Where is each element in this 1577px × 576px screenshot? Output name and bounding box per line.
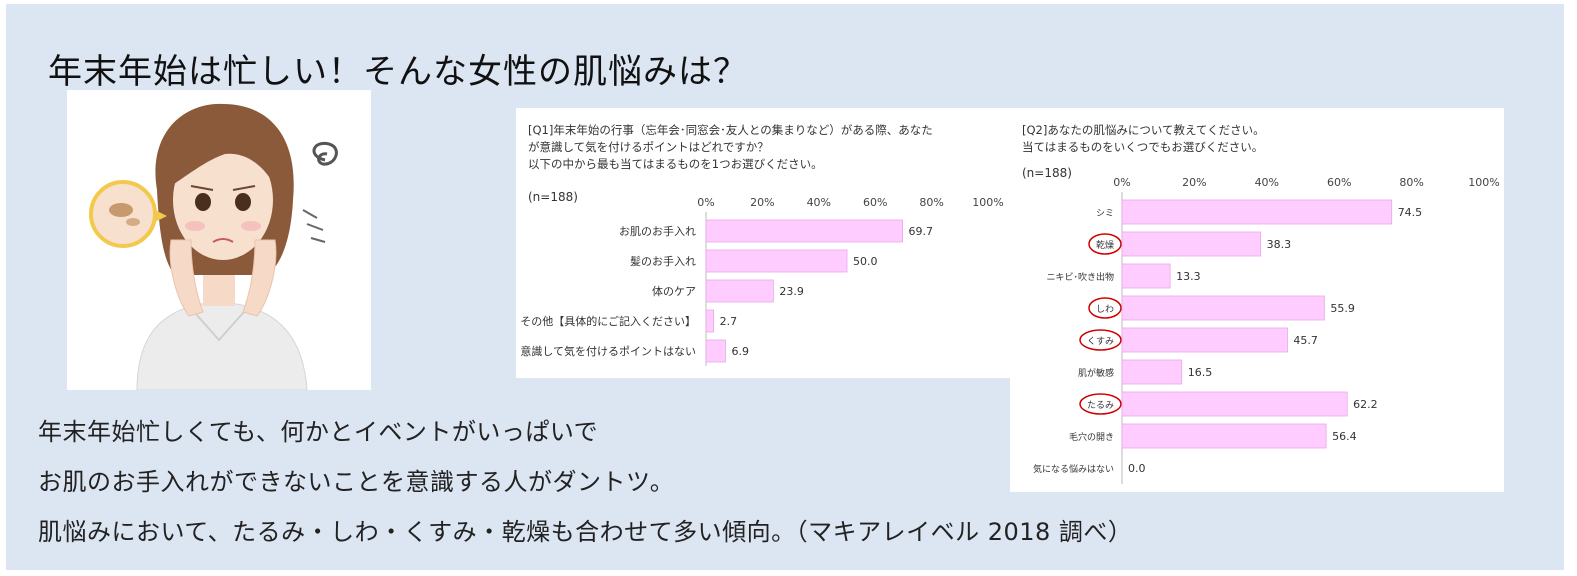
- bar: [1121, 295, 1325, 321]
- value-label: 74.5: [1398, 206, 1423, 219]
- x-tick-label: 60%: [863, 196, 887, 209]
- value-label: 55.9: [1330, 302, 1355, 315]
- category-label: しわ: [1096, 304, 1114, 315]
- x-tick-label: 80%: [919, 196, 943, 209]
- value-label: 2.7: [720, 315, 738, 328]
- bar: [1121, 231, 1262, 257]
- bar: [1121, 199, 1393, 225]
- x-tick-label: 60%: [1327, 176, 1351, 189]
- q2-n-label: (n=188): [1022, 166, 1072, 180]
- bar: [705, 309, 715, 333]
- value-label: 23.9: [779, 285, 804, 298]
- bar: [1121, 327, 1288, 353]
- worried-woman-icon: [89, 103, 338, 391]
- category-label: ニキビ･吹き出物: [1046, 271, 1114, 283]
- value-label: 0.0: [1128, 462, 1146, 475]
- x-tick-label: 100%: [1468, 176, 1499, 189]
- x-tick-label: 40%: [807, 196, 831, 209]
- q1-question: [Q1]年末年始の行事（忘年会･同窓会･友人との集まりなど）がある際、あなた が…: [528, 123, 933, 171]
- category-label: 乾燥: [1096, 239, 1114, 251]
- q1-chart-panel: [Q1]年末年始の行事（忘年会･同窓会･友人との集まりなど）がある際、あなた が…: [516, 108, 1010, 378]
- value-label: 50.0: [853, 255, 878, 268]
- value-label: 45.7: [1293, 334, 1318, 347]
- category-label: たるみ: [1087, 400, 1114, 411]
- bar: [705, 279, 774, 303]
- highlight-circle: [1088, 233, 1122, 255]
- q1-n-label: (n=188): [528, 190, 578, 204]
- category-label: 肌が敏感: [1078, 367, 1114, 379]
- body-line-1: 年末年始忙しくても、何かとイベントがいっぱいで: [38, 418, 599, 446]
- category-label: 毛穴の開き: [1069, 431, 1114, 443]
- category-label: シミ: [1096, 209, 1114, 219]
- bar: [705, 249, 848, 273]
- value-label: 62.2: [1353, 398, 1378, 411]
- slide: 年末年始は忙しい！そんな女性の肌悩みは？: [6, 4, 1564, 570]
- page-title: 年末年始は忙しい！そんな女性の肌悩みは？: [48, 52, 748, 92]
- category-label: くすみ: [1087, 336, 1114, 347]
- category-label: お肌のお手入れ: [619, 224, 696, 238]
- value-label: 13.3: [1176, 270, 1201, 283]
- q2-question: [Q2]あなたの肌悩みについて教えてください。 当てはまるものをいくつでもお選び…: [1022, 123, 1265, 154]
- value-label: 69.7: [909, 225, 934, 238]
- x-tick-label: 0%: [697, 196, 714, 209]
- bar: [1121, 263, 1171, 289]
- x-tick-label: 40%: [1255, 176, 1279, 189]
- x-tick-label: 0%: [1113, 176, 1130, 189]
- category-label: 体のケア: [652, 284, 696, 298]
- highlight-circle: [1088, 297, 1122, 319]
- x-tick-label: 20%: [750, 196, 774, 209]
- value-label: 56.4: [1332, 430, 1357, 443]
- bar: [1121, 391, 1348, 417]
- bar: [1121, 423, 1327, 449]
- woman-illustration: [67, 90, 371, 391]
- value-label: 16.5: [1188, 366, 1213, 379]
- bar: [705, 339, 726, 363]
- q2-chart-panel: [Q2]あなたの肌悩みについて教えてください。 当てはまるものをいくつでもお選び…: [1010, 108, 1504, 492]
- x-tick-label: 20%: [1182, 176, 1206, 189]
- x-tick-label: 80%: [1399, 176, 1423, 189]
- x-tick-label: 100%: [972, 196, 1003, 209]
- bar: [705, 219, 903, 243]
- body-line-2: お肌のお手入れができないことを意識する人がダントツ。: [38, 468, 675, 496]
- value-label: 38.3: [1267, 238, 1292, 251]
- highlight-circle: [1079, 393, 1122, 415]
- category-label: 髪のお手入れ: [630, 254, 696, 268]
- bar: [1121, 359, 1183, 385]
- category-label: 気になる悩みはない: [1033, 463, 1114, 475]
- q2-bar-chart: 0% 20% 40% 60% 80% 100% シミ 74.5 乾燥 38.3 ニキビ･吹き出物 13…: [1033, 176, 1500, 484]
- category-label: 意識して気を付けるポイントはない: [520, 344, 696, 358]
- value-label: 6.9: [731, 345, 749, 358]
- category-label: その他【具体的にご記入ください】: [520, 314, 696, 328]
- highlight-circle: [1079, 329, 1122, 351]
- q1-bar-chart: 0% 20% 40% 60% 80% 100% お肌のお手入れ 69.7 髪のお手入れ 50.0 体…: [520, 196, 1004, 366]
- body-line-3: 肌悩みにおいて、たるみ・しわ・くすみ・乾燥も合わせて多い傾向。（マキアレイベル …: [38, 518, 1133, 546]
